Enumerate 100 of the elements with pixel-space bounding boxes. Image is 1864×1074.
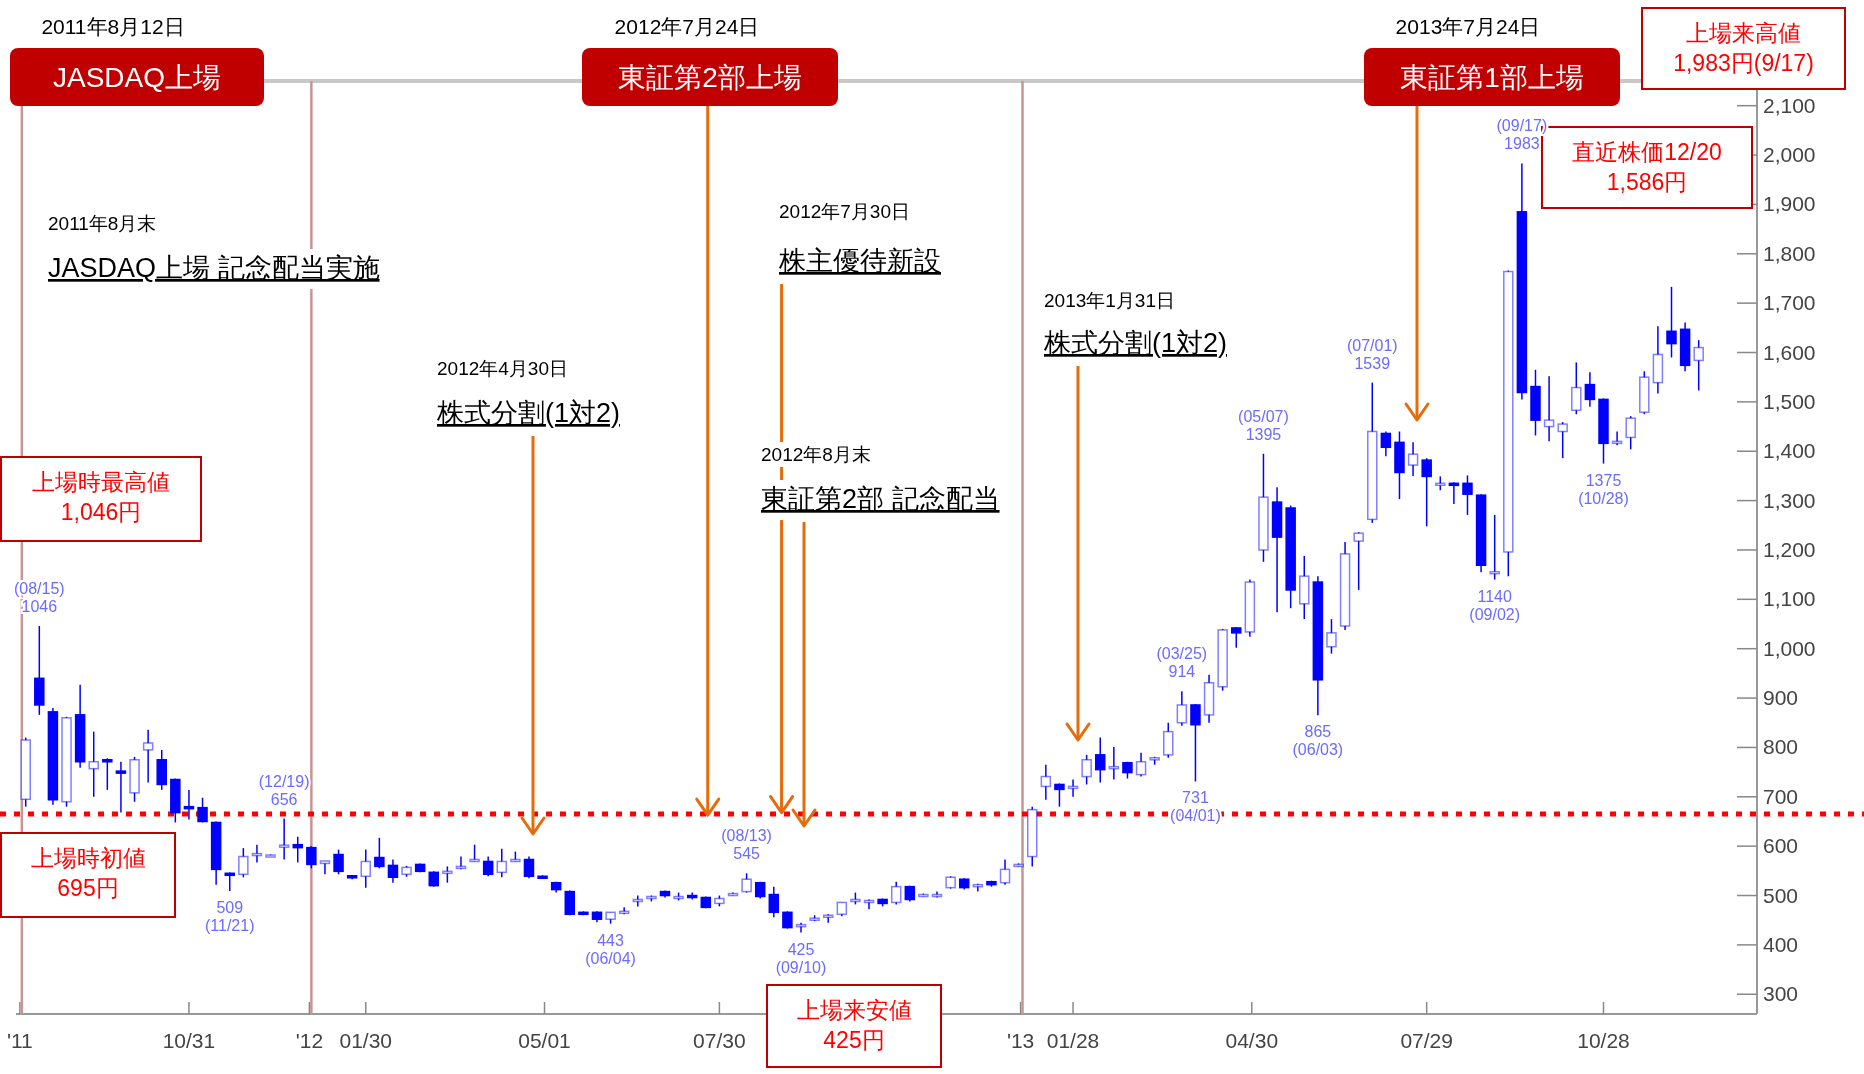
candlestick <box>360 848 371 889</box>
annotation: (03/25) 914 <box>1156 645 1208 681</box>
candlestick <box>1407 441 1419 477</box>
text: 2012年7月24日 <box>614 15 760 38</box>
annotation: (07/01) 1539 <box>1346 336 1398 372</box>
y-tick-label: 1,600 <box>1763 340 1816 364</box>
candlestick <box>1353 531 1364 591</box>
y-tick-label: 1,700 <box>1763 291 1816 315</box>
x-tick-label: '13 <box>1006 1029 1035 1052</box>
annotation: (12/19) 656 <box>258 772 310 808</box>
candlestick <box>1421 457 1432 528</box>
candlestick <box>999 858 1011 886</box>
candlestick <box>1489 514 1500 581</box>
annotation: 東証第2部上場 <box>618 62 802 93</box>
annotation: (09/17) 1983 <box>1496 117 1548 153</box>
candlestick <box>1557 421 1568 459</box>
x-tick-label: 01/28 <box>1046 1029 1100 1052</box>
annotation: 1140 (09/02) <box>1469 587 1521 623</box>
annotation: 直近株価12/20 1,586円 <box>1572 139 1722 195</box>
y-tick-label: 1,500 <box>1763 389 1816 413</box>
annotation: JASDAQ上場 <box>52 62 222 93</box>
x-tick-label: 04/30 <box>1225 1029 1279 1052</box>
annotation: 509 (11/21) <box>204 899 255 935</box>
y-tick-label: 1,100 <box>1763 587 1816 611</box>
candlestick <box>292 836 303 864</box>
candlestick <box>1571 361 1582 415</box>
candlestick <box>88 730 99 798</box>
x-tick-label: '12 <box>295 1029 324 1052</box>
annotation: 上場来安値 425円 <box>796 997 912 1053</box>
candlestick <box>1190 703 1201 783</box>
annotation: 2012年4月30日 <box>437 358 568 379</box>
annotation: 443 (06/04) <box>585 931 636 967</box>
annotation: 1375 (10/28) <box>1578 471 1629 507</box>
y-tick-label: 300 <box>1763 982 1799 1006</box>
annotation: 2012年7月30日 <box>779 201 910 222</box>
candlestick <box>768 885 780 918</box>
candlestick <box>102 757 113 791</box>
text: 2011年8月12日 <box>41 15 185 38</box>
x-tick-label: 07/29 <box>1400 1029 1453 1052</box>
candlestick <box>523 855 535 879</box>
y-tick-label: 1,800 <box>1763 241 1816 265</box>
annotation: 株式分割(1対2) <box>436 398 621 428</box>
annotation: 2012年8月末 <box>761 444 871 465</box>
y-tick-label: 1,900 <box>1763 192 1816 216</box>
y-tick-label: 1,200 <box>1763 537 1816 561</box>
candlestick <box>374 837 385 870</box>
y-tick-label: 400 <box>1763 932 1799 956</box>
y-tick-label: 2,100 <box>1763 93 1816 117</box>
text: 上場来高値 1,983円(9/17) <box>1673 20 1814 76</box>
x-tick-label: 01/30 <box>339 1029 393 1052</box>
y-tick-label: 700 <box>1763 784 1799 808</box>
annotation: 東証第1部上場 <box>1400 62 1584 93</box>
candlestick <box>278 817 290 861</box>
annotation: 865 (06/03) <box>1292 723 1344 759</box>
candlestick <box>1081 754 1092 786</box>
candlestick <box>197 797 208 824</box>
x-tick-label: 10/28 <box>1577 1029 1630 1052</box>
y-tick-label: 1,400 <box>1763 439 1816 463</box>
candlestick <box>1094 736 1106 784</box>
candlestick <box>1040 763 1052 801</box>
annotation: 上場時初値 695円 <box>30 845 146 901</box>
candlestick <box>306 845 317 870</box>
candlestick <box>1584 371 1596 408</box>
x-tick-label: '11 <box>6 1029 33 1052</box>
text: 2013年7月24日 <box>1395 15 1541 38</box>
candlestick <box>1135 752 1147 778</box>
candlestick <box>1380 430 1392 457</box>
candlestick <box>115 760 127 814</box>
annotation: 425 (09/10) <box>775 940 827 976</box>
y-tick-label: 1,000 <box>1763 636 1816 660</box>
annotation: 上場時最高値 1,046円 <box>32 469 170 525</box>
candlestick <box>1625 415 1636 451</box>
candlestick <box>319 860 331 876</box>
candlestick <box>1666 286 1677 359</box>
annotation: 2011年8月末 <box>48 213 157 234</box>
candlestick <box>1176 690 1188 727</box>
candlestick <box>387 858 399 884</box>
candlestick <box>1163 722 1174 759</box>
candlestick <box>224 871 235 892</box>
candlestick <box>1326 618 1337 655</box>
x-tick-label: 10/31 <box>162 1029 216 1052</box>
annotation: (05/07) 1395 <box>1238 407 1289 443</box>
y-tick-label: 500 <box>1763 883 1799 907</box>
annotation: 株式分割(1対2) <box>1043 328 1228 358</box>
x-tick-label: 05/01 <box>518 1029 571 1052</box>
candlestick <box>1693 339 1704 392</box>
annotation: (08/13) 545 <box>721 827 772 863</box>
y-tick-label: 600 <box>1763 834 1799 858</box>
candlestick <box>741 872 752 894</box>
candlestick <box>890 880 902 906</box>
annotation: 株主優待新設 <box>778 246 941 276</box>
candlestick <box>333 848 344 876</box>
candlestick <box>496 847 508 879</box>
annotation: 2013年1月31日 <box>1044 290 1175 311</box>
y-tick-label: 900 <box>1763 686 1799 710</box>
annotation: 731 (04/01) <box>1170 789 1221 825</box>
candlestick <box>1543 375 1555 443</box>
candlestick <box>1462 474 1473 516</box>
x-tick-label: 07/30 <box>693 1029 746 1052</box>
candlestick <box>238 847 249 879</box>
